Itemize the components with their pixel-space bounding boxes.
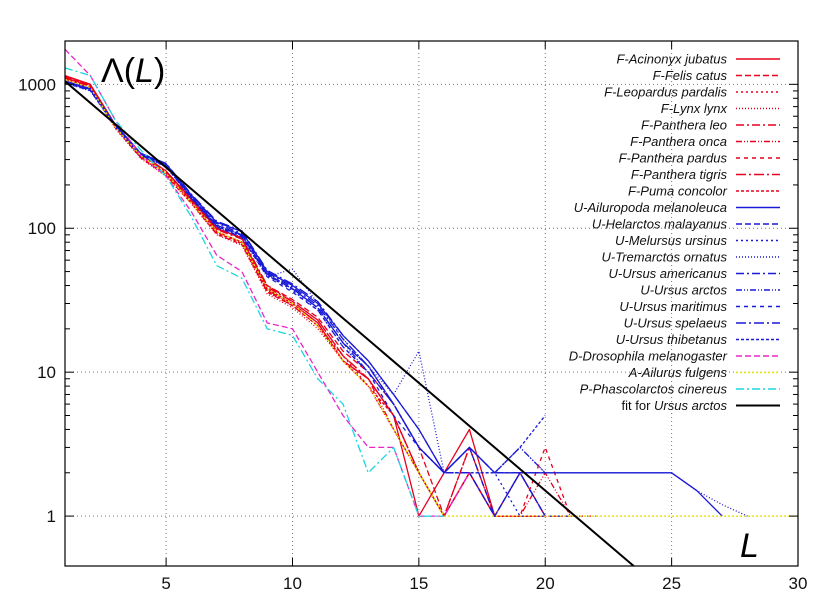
y-axis-title-prefix: Λ( <box>101 52 136 90</box>
legend-label: F-Lynx lynx <box>661 101 728 116</box>
x-tick-label: 15 <box>409 574 428 593</box>
legend-label: F-Panthera onca <box>630 134 727 149</box>
legend-label: A-Ailurus fulgens <box>628 365 728 380</box>
legend-label: U-Helarctos malayanus <box>592 217 728 232</box>
x-axis-title: L <box>740 527 759 565</box>
legend-label: F-Panthera pardus <box>619 151 728 166</box>
legend-label: P-Phascolarctos cinereus <box>580 382 728 397</box>
legend-label: U-Ailuropoda melanoleuca <box>574 200 727 215</box>
legend-label: F-Panthera tigris <box>631 167 728 182</box>
legend-label: F-Leopardus pardalis <box>604 85 727 100</box>
legend-label: U-Melursus ursinus <box>615 233 727 248</box>
legend-label: U-Ursus americanus <box>609 266 728 281</box>
legend-label-species: Ursus arctos <box>654 398 727 413</box>
legend-label: U-Ursus spelaeus <box>624 316 728 331</box>
x-tick-label: 10 <box>283 574 302 593</box>
x-tick-label: 5 <box>161 574 170 593</box>
y-tick-label: 1 <box>47 507 56 526</box>
legend-label: fit for Ursus arctos <box>622 398 728 413</box>
legend-label-prefix: fit for <box>622 398 655 413</box>
legend-label: D-Drosophila melanogaster <box>569 349 728 364</box>
legend-label: U-Ursus thibetanus <box>616 332 728 347</box>
y-tick-label: 10 <box>37 363 56 382</box>
y-tick-label: 100 <box>28 219 56 238</box>
y-axis-title-var: L <box>135 52 154 90</box>
legend-label: U-Tremarctos ornatus <box>602 250 728 265</box>
legend-label: U-Ursus arctos <box>640 283 727 298</box>
x-tick-label: 25 <box>662 574 681 593</box>
y-axis-title: Λ(L) <box>101 52 165 90</box>
legend-label: F-Felis catus <box>653 68 728 83</box>
y-axis-title-suffix: ) <box>154 52 165 90</box>
x-tick-label: 20 <box>536 574 555 593</box>
legend-label: U-Ursus maritimus <box>619 299 727 314</box>
chart: 5 10 15 20 25 30 1101001000 Λ(L) L F-Acinonyx… <box>0 0 820 607</box>
x-tick-label: 30 <box>789 574 808 593</box>
y-tick-label: 1000 <box>18 75 56 94</box>
legend-label: F-Puma concolor <box>628 184 728 199</box>
legend-label: F-Panthera leo <box>641 118 727 133</box>
legend-label: F-Acinonyx jubatus <box>616 52 727 67</box>
